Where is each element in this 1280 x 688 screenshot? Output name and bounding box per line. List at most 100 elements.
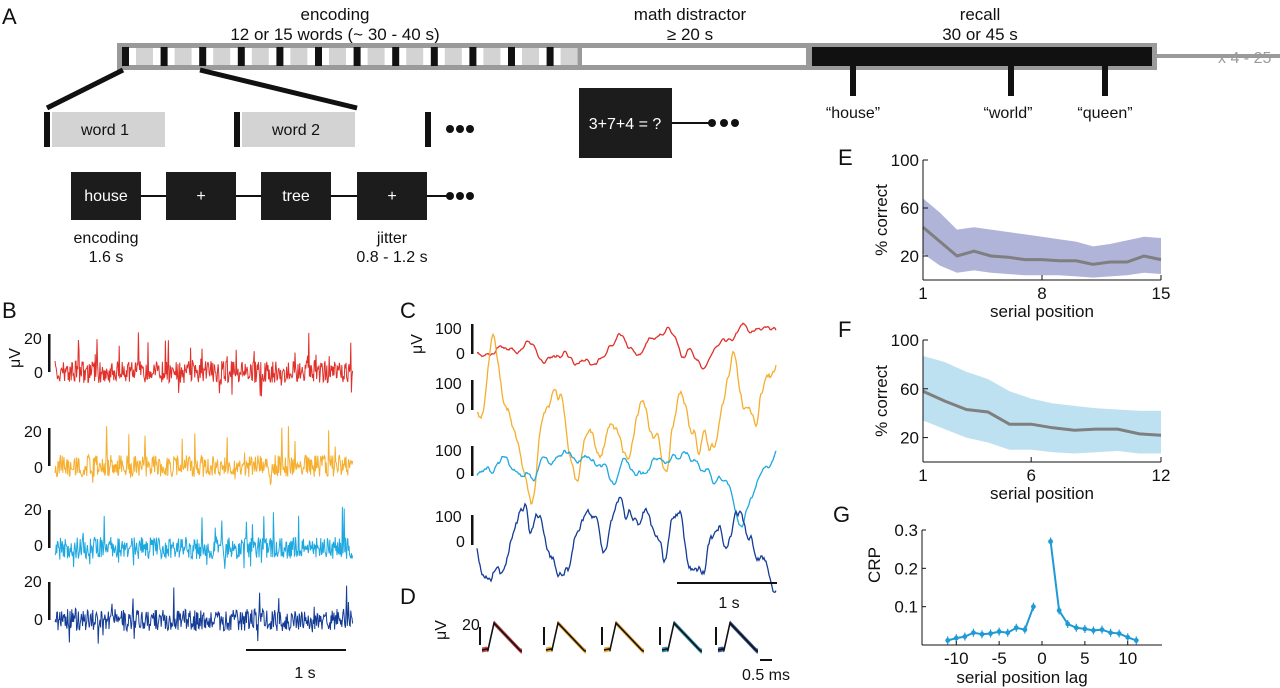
recalled-word-2: “world” xyxy=(984,105,1033,122)
math-problem: 3+7+4 = ? xyxy=(589,116,662,133)
chart-g-series-line xyxy=(1049,541,1137,642)
math-subtitle: ≥ 20 s xyxy=(667,25,713,44)
panel-d-scale-tick xyxy=(479,627,481,645)
chart-g-point xyxy=(1005,630,1011,636)
word1-label: word 1 xyxy=(80,122,129,139)
chart-g-point xyxy=(1031,604,1036,610)
chart-g-point xyxy=(988,631,993,636)
word-onset-marker xyxy=(353,47,361,66)
chart-y-tick-label: 20 xyxy=(900,429,919,448)
panel-b-tick-0-4: 0 xyxy=(34,612,43,629)
chart-g-point xyxy=(1022,627,1028,633)
chart-g-point xyxy=(1091,628,1096,633)
chart-g-point xyxy=(1108,630,1113,636)
encoding-title: encoding xyxy=(300,5,369,24)
chart-g-point xyxy=(1048,539,1053,544)
encoding-label: encoding xyxy=(74,230,139,247)
panel-c-trace xyxy=(476,449,777,528)
chart-e-mean-line xyxy=(922,226,1162,266)
panel-label-g: G xyxy=(833,502,850,527)
panel-c-trace xyxy=(476,322,777,370)
chart-g-point xyxy=(953,635,959,641)
chart-y-tick-label: 20 xyxy=(900,247,919,266)
recalled-word-3: “queen” xyxy=(1077,105,1132,122)
panel-c-scale-tick xyxy=(471,446,474,476)
chart-x-tick-label: 6 xyxy=(1026,466,1035,485)
chart-g-point xyxy=(1082,626,1088,632)
panel-label-a: A xyxy=(2,4,17,29)
panel-label-d: D xyxy=(400,584,416,609)
panel-d-scale-tick xyxy=(543,627,545,645)
chart-x-tick-label: 5 xyxy=(1080,649,1089,668)
ellipsis-icon xyxy=(446,192,474,200)
event-label-tree: tree xyxy=(282,188,310,205)
chart-x-tick-label: -5 xyxy=(992,649,1007,668)
chart-g-point xyxy=(1056,608,1062,613)
chart-y-tick-label: 0.1 xyxy=(894,598,918,617)
word2-marker xyxy=(234,112,240,147)
chart-x-tick-label: 1 xyxy=(918,466,927,485)
word-onset-marker xyxy=(392,47,400,66)
chart-y-tick-label: 0.3 xyxy=(894,521,918,540)
panel-d-waveform-mean xyxy=(661,621,702,652)
chart-e-error-band xyxy=(923,198,1161,278)
chart-g-point xyxy=(1013,625,1019,631)
panel-c-tick-100-3: 100 xyxy=(435,443,462,460)
panel-d-waveform-band xyxy=(662,620,702,654)
panel-b-scale-tick xyxy=(48,510,51,548)
panel-b-trace xyxy=(54,585,354,644)
chart-g-point xyxy=(1073,625,1079,631)
word-segment xyxy=(290,48,308,65)
panel-d-waveforms xyxy=(479,620,758,654)
chart-x-label: serial position xyxy=(990,302,1094,321)
chart-y-tick-label: 60 xyxy=(900,380,919,399)
ellipsis-icon xyxy=(446,125,474,133)
word2-box xyxy=(242,112,355,147)
panel-d-waveform-band xyxy=(546,620,586,654)
recall-ticks xyxy=(850,64,1108,96)
panel-c-traces xyxy=(471,322,777,594)
panel-c-scale-tick xyxy=(471,324,474,354)
panel-c-tick-0-3: 0 xyxy=(456,466,465,483)
chart-g-point xyxy=(962,634,968,639)
chart-x-tick-label: 8 xyxy=(1037,284,1046,303)
word-onset-marker xyxy=(199,47,207,66)
panel-b-tick-20: 20 xyxy=(24,331,42,348)
chart-x-tick-label: 15 xyxy=(1152,284,1171,303)
chart-g-point xyxy=(971,630,976,636)
chart-y-label: % correct xyxy=(872,365,891,437)
chart-x-tick-label: 1 xyxy=(918,284,927,303)
chart-x-label: serial position xyxy=(990,484,1094,503)
panel-c-tick-0: 0 xyxy=(456,346,465,363)
recall-title: recall xyxy=(960,5,1001,24)
recall-subtitle: 30 or 45 s xyxy=(942,25,1018,44)
event-label-fixation-2: + xyxy=(387,188,396,205)
panel-b-unit: μV xyxy=(7,348,24,368)
panel-c-trace xyxy=(476,496,777,594)
chart-e: 1 8 15 100 60 20 serial position % correct xyxy=(872,151,1170,321)
repeat-label: x 4 - 25 xyxy=(1218,50,1271,67)
panel-b-tick-0-3: 0 xyxy=(34,538,43,555)
word-segment xyxy=(483,48,501,65)
panel-c-scale-tick xyxy=(471,380,474,410)
chart-x-label: serial position lag xyxy=(956,668,1087,687)
event-box-house xyxy=(71,172,141,220)
chart-y-tick-label: 100 xyxy=(891,331,919,350)
panel-d-scale-tick xyxy=(715,627,717,645)
event-box-tree xyxy=(261,172,331,220)
panel-c-scale-tick xyxy=(471,515,474,545)
word-segment xyxy=(444,48,462,65)
math-box xyxy=(579,88,672,158)
timeline-bar xyxy=(117,43,1280,70)
chart-g: -10 -5 0 5 10 0.3 0.2 0.1 serial position lag CRP xyxy=(865,521,1162,687)
panel-label-e: E xyxy=(838,145,853,170)
word-segment xyxy=(522,48,539,65)
panel-c-unit: μV xyxy=(409,334,426,354)
chart-x-tick-label: -10 xyxy=(944,649,969,668)
panel-d-scale-tick xyxy=(601,627,603,645)
event-box-fixation-2 xyxy=(357,172,427,220)
chart-y-label: % correct xyxy=(872,184,891,256)
word-onset-marker xyxy=(122,47,129,66)
panel-d-scale-tick xyxy=(659,627,661,645)
